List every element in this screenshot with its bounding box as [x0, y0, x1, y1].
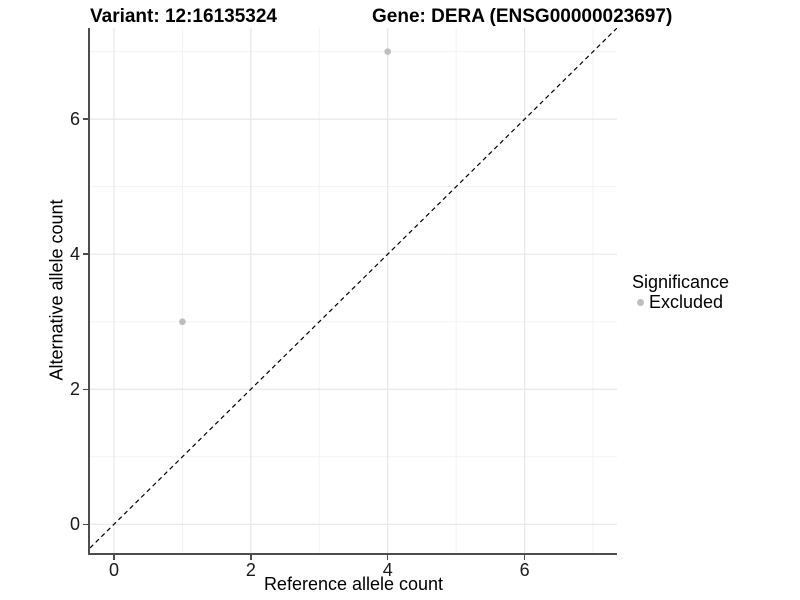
- legend-entry-excluded: Excluded: [637, 292, 729, 312]
- y-tick-mark: [83, 118, 88, 120]
- x-tick-label: 4: [382, 560, 393, 580]
- identity-reference-line: [90, 28, 617, 549]
- legend-entry-label: Excluded: [649, 292, 724, 312]
- legend: Significance Excluded: [632, 272, 729, 312]
- x-tick-label: 6: [519, 560, 530, 580]
- x-tick-label: 2: [245, 560, 256, 580]
- y-tick-label: 4: [69, 244, 80, 265]
- y-tick-label: 6: [69, 109, 80, 130]
- x-tick-mark: [250, 555, 252, 560]
- plot-canvas: [90, 28, 617, 553]
- y-axis-label: Alternative allele count: [46, 199, 67, 381]
- data-point: [179, 318, 186, 326]
- plot-title-variant: Variant: 12:16135324: [90, 6, 277, 27]
- x-tick-label: 0: [108, 560, 119, 580]
- plot-title-gene: Gene: DERA (ENSG00000023697): [372, 6, 673, 27]
- plot-panel: [88, 28, 617, 555]
- x-tick-mark: [113, 555, 115, 560]
- x-axis-label: Reference allele count: [263, 574, 444, 594]
- y-tick-mark: [83, 253, 88, 255]
- y-tick-mark: [83, 523, 88, 526]
- y-tick-label: 2: [69, 379, 80, 400]
- y-tick-mark: [83, 388, 88, 390]
- legend-title: Significance: [632, 272, 730, 292]
- y-tick-label: 0: [69, 514, 80, 535]
- x-tick-mark: [386, 555, 389, 560]
- legend-point-icon: [637, 298, 644, 306]
- data-point: [384, 48, 392, 55]
- x-tick-mark: [523, 555, 526, 560]
